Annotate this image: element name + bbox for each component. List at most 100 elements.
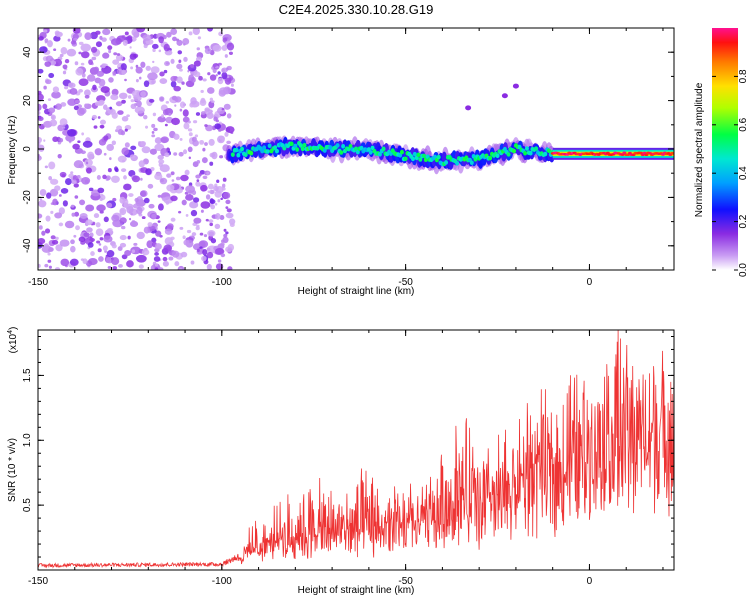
noise-speckle (116, 53, 121, 56)
noise-speckle (217, 199, 221, 203)
noise-speckle (73, 183, 79, 188)
noise-speckle (162, 256, 168, 262)
noise-speckle (121, 99, 126, 104)
noise-speckle (129, 217, 132, 221)
noise-speckle (118, 92, 128, 100)
noise-speckle (111, 112, 118, 119)
noise-speckle (84, 89, 91, 97)
noise-speckle (64, 178, 72, 186)
noise-speckle (182, 38, 190, 45)
noise-speckle (145, 168, 152, 175)
noise-speckle (143, 226, 151, 234)
noise-speckle (99, 124, 105, 129)
noise-speckle (139, 76, 142, 80)
noise-speckle (154, 252, 159, 256)
noise-speckle (99, 193, 104, 197)
noise-speckle (75, 67, 84, 76)
noise-speckle (199, 99, 207, 106)
noise-speckle (202, 147, 206, 152)
harmonic-dot (465, 105, 472, 111)
noise-speckle (78, 51, 82, 55)
noise-speckle (117, 155, 127, 163)
noise-speckle (48, 161, 56, 170)
noise-speckle (141, 216, 146, 220)
noise-speckle (207, 183, 214, 190)
noise-speckle (221, 45, 228, 51)
noise-speckle (62, 70, 67, 75)
noise-speckle (87, 151, 95, 160)
signal-core (399, 149, 404, 155)
noise-speckle (135, 254, 147, 263)
noise-speckle (206, 112, 214, 119)
noise-speckle (53, 48, 57, 51)
noise-speckle (67, 98, 77, 106)
noise-speckle (91, 114, 97, 120)
noise-speckle (221, 107, 225, 111)
noise-speckle (170, 171, 175, 176)
noise-speckle (206, 28, 214, 32)
noise-speckle (140, 141, 147, 147)
x-tick-label: -150 (28, 576, 48, 587)
snr-y-axis: 0.5 1.0 1.5 (22, 335, 674, 558)
noise-speckle (163, 69, 168, 74)
noise-speckle (58, 207, 65, 215)
y-tick-label: 0 (22, 146, 33, 152)
signal-core (240, 146, 245, 152)
signal-core (534, 146, 539, 151)
noise-speckle (84, 94, 90, 99)
noise-speckle (173, 85, 182, 92)
signal-core (260, 148, 265, 154)
noise-speckle (163, 43, 170, 52)
snr-multiplier-exp: 4 (7, 330, 14, 334)
noise-speckle (193, 217, 202, 224)
noise-speckle (151, 213, 157, 219)
noise-speckle (149, 148, 157, 155)
noise-speckle (117, 110, 124, 115)
noise-speckle (182, 235, 186, 240)
noise-speckle (225, 126, 235, 134)
noise-speckle (138, 160, 145, 168)
noise-speckle (70, 204, 75, 208)
noise-speckle (147, 72, 158, 81)
noise-speckle (217, 107, 226, 115)
noise-speckle (103, 135, 109, 141)
signal-core (506, 152, 511, 157)
noise-speckle (151, 80, 155, 85)
noise-speckle (225, 206, 229, 210)
noise-speckle (80, 258, 85, 261)
noise-speckle (111, 257, 120, 265)
noise-speckle (54, 212, 63, 219)
noise-speckle (99, 119, 107, 125)
noise-speckle (215, 119, 219, 123)
noise-speckle (207, 87, 215, 94)
noise-speckle (154, 137, 162, 144)
noise-speckle (127, 235, 131, 240)
signal-core (302, 142, 307, 148)
noise-speckle (78, 41, 84, 46)
y-tick-label: 20 (22, 95, 33, 107)
noise-speckle (184, 191, 189, 195)
noise-speckle (71, 179, 77, 185)
noise-speckle (134, 197, 139, 203)
noise-speckle (86, 227, 93, 233)
noise-speckle (225, 212, 234, 219)
snr-y-multiplier: (x104) (7, 327, 19, 354)
noise-speckle (117, 129, 124, 135)
noise-speckle (49, 119, 58, 127)
noise-speckle (85, 161, 89, 165)
noise-speckle (111, 243, 117, 249)
noise-speckle (208, 138, 215, 146)
noise-speckle (183, 239, 190, 246)
noise-speckle (190, 64, 195, 68)
noise-speckle (68, 173, 75, 179)
noise-speckle (39, 188, 47, 197)
x-tick-label: -50 (398, 277, 413, 288)
signal-core (422, 153, 427, 159)
noise-speckle (89, 232, 94, 238)
noise-speckle (196, 224, 200, 228)
noise-speckle (95, 41, 103, 48)
noise-speckle (221, 72, 228, 80)
noise-speckle (131, 249, 136, 254)
noise-speckle (81, 72, 86, 78)
noise-speckle (168, 256, 174, 261)
